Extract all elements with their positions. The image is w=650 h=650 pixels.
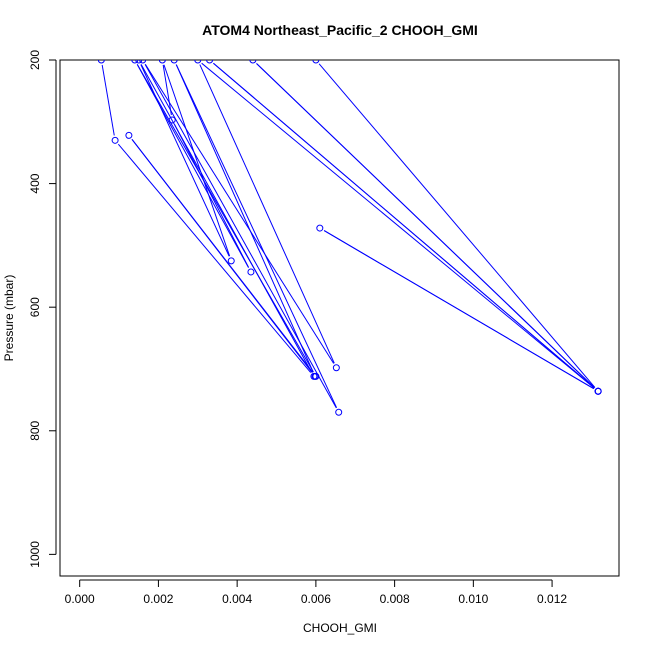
y-axis-label: Pressure (mbar)	[2, 275, 16, 362]
data-point	[312, 60, 320, 64]
data-point	[131, 60, 139, 64]
series-segment	[144, 63, 335, 364]
series-segment	[117, 143, 312, 373]
x-axis-label: CHOOH_GMI	[303, 621, 377, 635]
x-tick-label: 0.004	[222, 592, 252, 606]
series-segment	[174, 124, 250, 268]
x-tick-label: 0.002	[143, 592, 173, 606]
data-point	[135, 60, 143, 64]
series-segment	[162, 64, 172, 116]
data-point	[97, 60, 105, 64]
y-axis: 200 400 600 800 1000	[28, 50, 57, 568]
data-point	[316, 224, 324, 232]
data-point	[249, 60, 257, 64]
y-tick-label: 600	[28, 297, 42, 317]
data-point	[335, 408, 343, 416]
data-point	[311, 372, 319, 380]
series-segment	[163, 64, 231, 257]
data-point	[139, 60, 147, 64]
y-tick-label: 400	[28, 173, 42, 193]
series-segment	[175, 64, 338, 408]
data-point	[111, 136, 119, 144]
x-tick-label: 0.006	[301, 592, 331, 606]
y-tick-label: 800	[28, 420, 42, 440]
series-segment	[199, 64, 335, 364]
x-tick-label: 0.010	[458, 592, 488, 606]
series-segment	[318, 63, 596, 388]
series-segment	[256, 63, 595, 389]
data-point	[594, 387, 602, 395]
x-tick-label: 0.012	[537, 592, 567, 606]
x-tick-label: 0.000	[65, 592, 95, 606]
data-point	[206, 60, 214, 64]
y-tick-label: 1000	[28, 541, 42, 568]
data-point	[170, 60, 178, 64]
series-segment	[144, 64, 337, 409]
data-point	[227, 257, 235, 265]
series-segment	[140, 64, 312, 373]
data-point	[194, 60, 202, 64]
data-point	[158, 60, 166, 64]
series-segment	[213, 62, 595, 389]
y-tick-label: 200	[28, 50, 42, 70]
plot-area-frame	[59, 59, 620, 577]
series-segment	[136, 64, 314, 373]
series-segment	[323, 230, 595, 390]
x-tick-label: 0.008	[380, 592, 410, 606]
data-layer	[97, 60, 602, 416]
series-segment	[136, 64, 249, 268]
data-point	[168, 116, 176, 124]
x-axis: 0.000 0.002 0.004 0.006 0.008 0.010 0.012	[65, 579, 567, 606]
data-point	[332, 364, 340, 372]
series-segment	[101, 64, 115, 136]
data-point	[247, 268, 255, 276]
chart-title: ATOM4 Northeast_Pacific_2 CHOOH_GMI	[202, 22, 478, 38]
series-segment	[201, 62, 595, 389]
series-segment	[131, 139, 313, 373]
data-point	[125, 131, 133, 139]
series-segment	[175, 64, 314, 373]
